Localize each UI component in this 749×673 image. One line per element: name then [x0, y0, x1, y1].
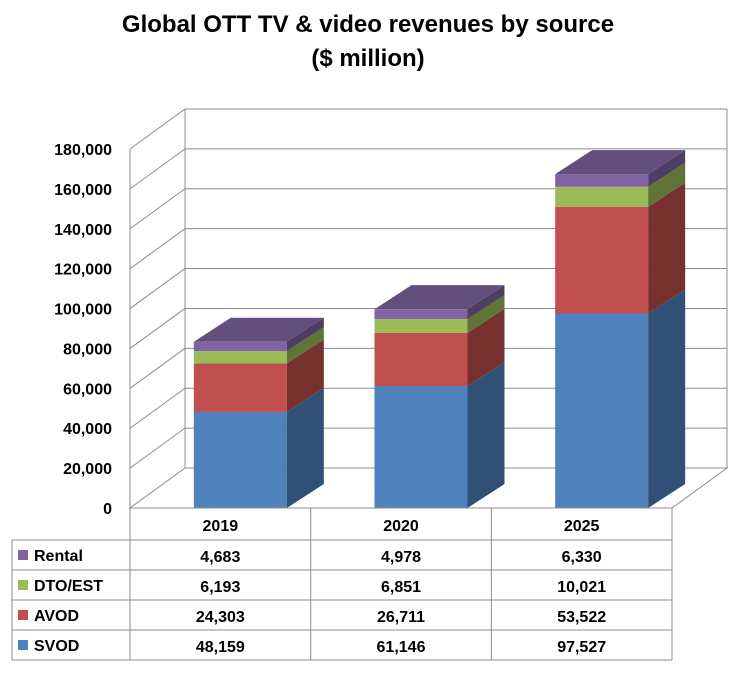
- bar-side: [286, 339, 324, 412]
- data-label: 61,146: [377, 639, 426, 656]
- y-tick-label: 140,000: [54, 222, 112, 239]
- y-tick-label: 120,000: [54, 262, 112, 279]
- bar-side: [648, 182, 686, 314]
- bar-segment: [374, 308, 505, 387]
- data-label: 6,330: [562, 549, 602, 566]
- bar-segment: [193, 387, 324, 508]
- gridline-side: [129, 108, 186, 150]
- bar-side: [286, 327, 324, 364]
- data-label: 6,851: [381, 579, 421, 596]
- bar-segment: [193, 327, 324, 364]
- gridline-side: [129, 268, 186, 309]
- legend-label: DTO/EST: [34, 578, 103, 595]
- gridline-side: [129, 148, 186, 190]
- gridline-side: [129, 347, 186, 389]
- bar-front: [555, 186, 649, 207]
- gridline-side: [129, 228, 186, 270]
- bar-side: [467, 308, 505, 387]
- chart-title: Global OTT TV & video revenues by source: [122, 11, 614, 38]
- bar-front: [193, 411, 287, 508]
- bar-top: [555, 150, 686, 175]
- table-header-2020: 2020: [383, 518, 419, 535]
- y-tick-label: 40,000: [63, 421, 112, 438]
- bar-segment: [374, 295, 505, 333]
- table-header-2019: 2019: [203, 518, 239, 535]
- bar-segment: [555, 289, 686, 508]
- data-label: 24,303: [196, 609, 245, 626]
- bar-front: [374, 319, 468, 333]
- bar-segment: [555, 182, 686, 314]
- legend-swatch-rental: [18, 550, 28, 560]
- bar-front: [193, 363, 287, 412]
- bar-top: [193, 317, 324, 342]
- bars: [193, 150, 686, 508]
- data-label: 26,711: [377, 609, 425, 626]
- bar-side: [467, 295, 505, 333]
- bar-side: [648, 289, 686, 508]
- data-label: 6,193: [200, 579, 240, 596]
- table-header-2025: 2025: [564, 518, 600, 535]
- bar-side: [467, 362, 505, 508]
- data-label: 4,683: [200, 549, 240, 566]
- bar-front: [374, 386, 468, 508]
- bar-segment: [374, 285, 505, 320]
- bar-segment: [374, 362, 505, 508]
- bar-side: [286, 317, 324, 352]
- data-label: 48,159: [196, 639, 245, 656]
- data-label: 53,522: [557, 609, 606, 626]
- bar-front: [193, 341, 287, 352]
- y-tick-label: 80,000: [63, 341, 112, 358]
- data-label: 97,527: [557, 639, 606, 656]
- legend-swatch-avod: [18, 610, 28, 620]
- bar-front: [555, 313, 649, 508]
- legend-label: Rental: [34, 548, 83, 565]
- chart-subtitle: ($ million): [311, 45, 424, 72]
- gridline-side: [129, 188, 186, 230]
- bar-front: [555, 206, 649, 314]
- legend-label: SVOD: [34, 638, 79, 655]
- gridline-side: [129, 387, 186, 429]
- y-tick-label: 60,000: [63, 381, 112, 398]
- bar-segment: [555, 150, 686, 187]
- bar-top: [374, 285, 505, 310]
- bar-segment: [555, 162, 686, 207]
- legend-swatch-svod: [18, 640, 28, 650]
- bar-segment: [193, 317, 324, 352]
- y-tick-label: 0: [103, 501, 112, 518]
- bar-side: [286, 387, 324, 508]
- legend-swatch-dto-est: [18, 580, 28, 590]
- data-table: 2019 2020 2025 Rental 4,683 4,978 6,330 DTO/EST…: [11, 507, 673, 661]
- data-label: 10,021: [557, 579, 606, 596]
- y-tick-label: 160,000: [54, 182, 112, 199]
- y-axis: 0 20,000 40,000 60,000 80,000 100,000 120,000 1…: [54, 142, 112, 518]
- y-tick-label: 100,000: [54, 302, 112, 319]
- bar-side: [648, 150, 686, 187]
- gridline-side: [129, 427, 186, 469]
- bar-side: [467, 285, 505, 320]
- gridline-side: [129, 308, 186, 349]
- bar-front: [374, 309, 468, 320]
- bar-front: [374, 332, 468, 387]
- y-tick-label: 180,000: [54, 142, 112, 159]
- y-tick-label: 20,000: [63, 461, 112, 478]
- bar-front: [193, 351, 287, 364]
- bar-segment: [193, 339, 324, 412]
- bar-front: [555, 174, 649, 187]
- data-label: 4,978: [381, 549, 421, 566]
- legend-label: AVOD: [34, 608, 79, 625]
- bar-side: [648, 162, 686, 207]
